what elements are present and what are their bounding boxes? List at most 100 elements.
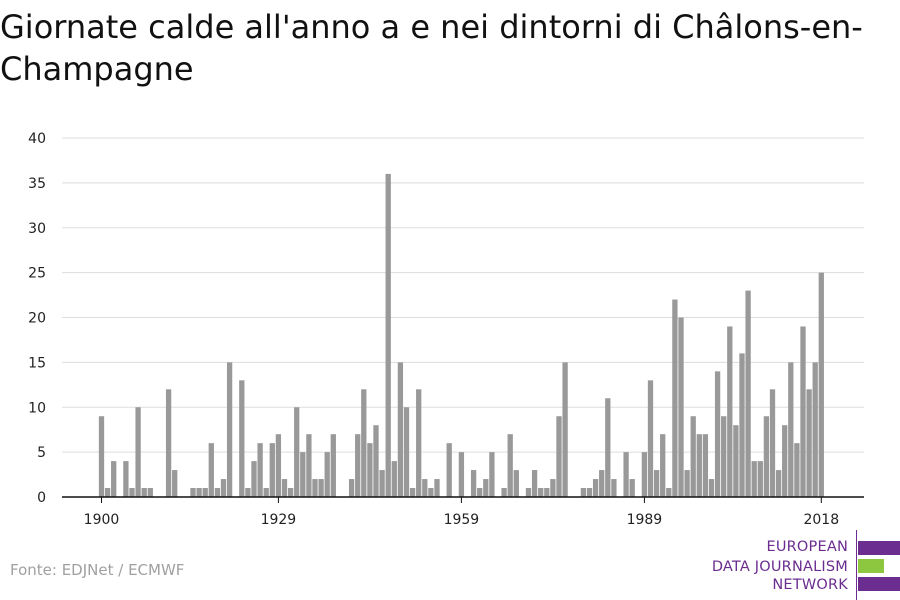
bar-1976: [562, 362, 568, 498]
bar-1916: [196, 488, 202, 497]
bar-1971: [531, 470, 538, 497]
bar-1987: [629, 479, 635, 497]
bar-1970: [525, 488, 532, 497]
bar-1983: [605, 398, 611, 497]
bar-1991: [653, 470, 660, 497]
bar-1930: [281, 479, 288, 497]
bar-1912: [172, 470, 178, 497]
bar-1933: [300, 452, 306, 498]
bar-1998: [696, 434, 702, 497]
bar-1919: [214, 488, 221, 497]
bar-1923: [239, 380, 245, 497]
bar-2012: [782, 425, 788, 497]
bar-1982: [599, 470, 605, 497]
bar-1959: [458, 452, 465, 498]
bar-1953: [422, 479, 428, 497]
bar-2002: [721, 416, 727, 497]
logo-bar-bottom: [858, 577, 900, 591]
bar-1911: [165, 389, 172, 497]
bar-1954: [428, 488, 434, 497]
bar-1934: [306, 434, 312, 497]
bar-1927: [263, 488, 269, 497]
bar-2013: [788, 362, 794, 498]
bar-1901: [104, 488, 111, 497]
x-tick-label: 1929: [261, 512, 297, 528]
bar-1948: [391, 461, 397, 497]
bar-1925: [251, 461, 257, 497]
bar-1996: [684, 470, 690, 497]
bar-1997: [690, 416, 696, 497]
logo-line-1: EUROPEAN: [766, 539, 848, 555]
bar-1915: [190, 488, 196, 497]
y-tick-label: 20: [28, 311, 46, 327]
bar-1918: [208, 443, 214, 497]
bar-1952: [416, 389, 422, 497]
y-axis-labels: 0 5 10 15 20 25 30 35 40: [28, 131, 46, 506]
bar-1945: [373, 425, 379, 497]
bar-1973: [544, 488, 550, 497]
bar-1990: [647, 380, 654, 497]
bar-1935: [312, 479, 318, 497]
y-tick-label: 10: [28, 400, 46, 416]
bar-1961: [470, 470, 477, 497]
bar-1980: [586, 488, 593, 497]
logo-line-2: DATA JOURNALISM: [711, 559, 848, 575]
bar-1989: [641, 452, 648, 498]
bar-1972: [538, 488, 544, 497]
bar-1929: [275, 434, 282, 497]
x-tick-label: 1900: [84, 512, 120, 528]
bar-1938: [330, 434, 336, 497]
gridlines: [62, 137, 864, 453]
logo-divider: [856, 530, 857, 600]
x-axis-ticks: 1900 1929 1959 1989 2018: [84, 497, 839, 528]
bar-1981: [592, 479, 599, 497]
y-tick-label: 40: [28, 131, 46, 147]
bar-1907: [141, 488, 147, 497]
bar-1993: [666, 488, 672, 497]
bar-1974: [550, 479, 556, 497]
bar-1942: [355, 434, 361, 497]
bar-2014: [794, 443, 800, 497]
bar-1908: [147, 488, 153, 497]
bar-1966: [501, 488, 507, 497]
bar-1994: [672, 299, 678, 497]
bar-1920: [220, 479, 227, 497]
y-tick-label: 35: [28, 176, 46, 192]
edjnet-logo: EUROPEAN DATA JOURNALISM NETWORK: [700, 530, 900, 600]
bar-1936: [318, 479, 324, 497]
bar-2009: [763, 416, 770, 497]
bar-2010: [769, 389, 776, 497]
bar-1917: [202, 488, 208, 497]
chart-title: Giornate calde all'anno a e nei dintorni…: [0, 8, 863, 88]
bar-1926: [257, 443, 263, 497]
bar-2003: [727, 326, 733, 497]
bar-2000: [708, 479, 715, 497]
bar-1906: [135, 407, 141, 497]
y-tick-label: 0: [37, 490, 46, 506]
y-tick-label: 5: [37, 445, 46, 461]
bar-1986: [623, 452, 629, 498]
bar-1950: [403, 407, 410, 497]
bar-1921: [226, 362, 233, 498]
bar-1992: [660, 434, 666, 497]
bar-1967: [507, 434, 513, 497]
bar-2006: [745, 290, 751, 497]
bar-1979: [580, 488, 587, 497]
bar-1984: [611, 479, 617, 497]
bar-1968: [513, 470, 519, 497]
bar-1932: [294, 407, 300, 497]
bar-1928: [269, 443, 275, 497]
bar-1946: [379, 470, 385, 497]
logo-bar-top: [858, 541, 900, 555]
bar-2001: [714, 371, 721, 497]
bar-1937: [324, 452, 330, 498]
bar-1964: [489, 452, 495, 498]
bar-1904: [123, 461, 129, 497]
bar-1944: [367, 443, 373, 497]
bar-1931: [287, 488, 294, 497]
bar-1947: [385, 173, 391, 497]
bar-1995: [678, 317, 684, 497]
bar-2004: [733, 425, 739, 497]
bar-1941: [348, 479, 355, 497]
